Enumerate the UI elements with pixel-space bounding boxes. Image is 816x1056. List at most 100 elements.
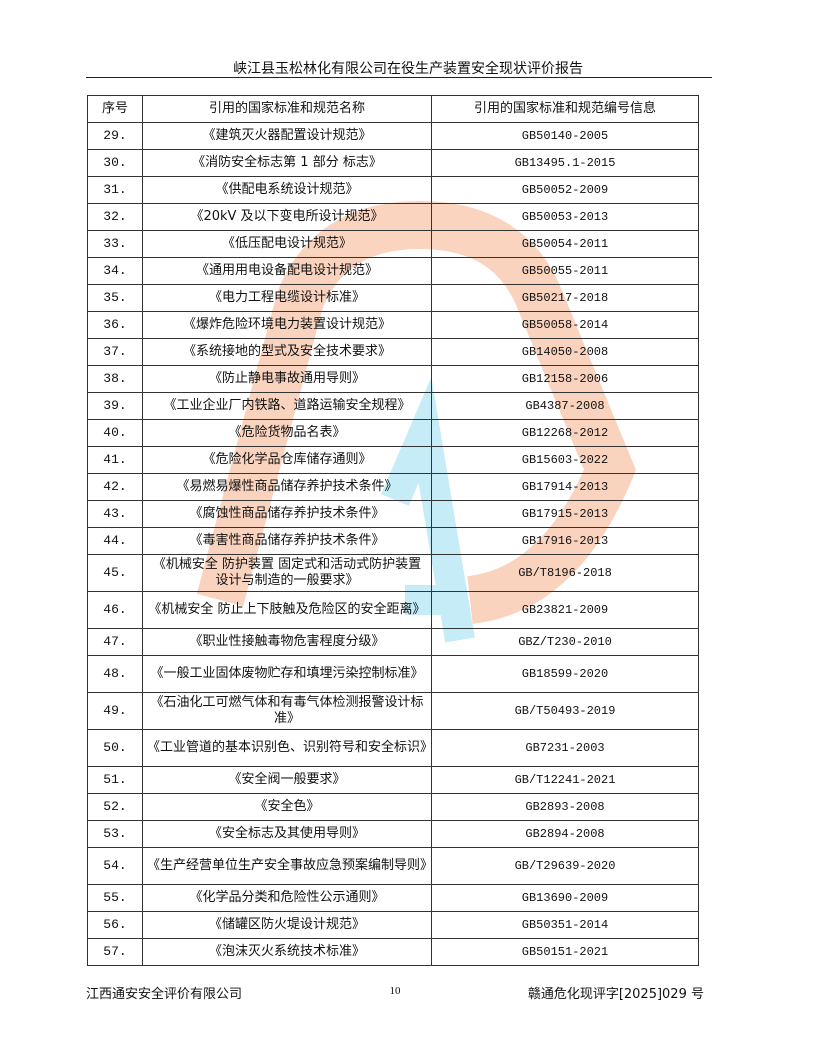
standard-code: GB50055-2011 xyxy=(431,257,699,285)
row-number: 51. xyxy=(87,766,143,794)
standard-name: 《工业管道的基本识别色、识别符号和安全标识》 xyxy=(142,729,433,767)
table-row: 52. 《安全色》 GB2893-2008 xyxy=(87,793,699,821)
table-row: 33. 《低压配电设计规范》 GB50054-2011 xyxy=(87,230,699,258)
standard-name: 《爆炸危险环境电力装置设计规范》 xyxy=(142,311,432,339)
table-row: 48. 《一般工业固体废物贮存和填埋污染控制标准》 GB18599-2020 xyxy=(87,655,699,693)
row-number: 35. xyxy=(87,284,143,312)
row-number: 49. xyxy=(87,692,143,730)
standard-name: 《机械安全 防护装置 固定式和活动式防护装置设计与制造的一般要求》 xyxy=(142,554,432,592)
row-number: 29. xyxy=(87,122,143,150)
standard-code: GB50151-2021 xyxy=(431,938,699,966)
standard-name: 《储罐区防火堤设计规范》 xyxy=(142,911,432,939)
standard-name: 《系统接地的型式及安全技术要求》 xyxy=(142,338,432,366)
standard-name: 《电力工程电缆设计标准》 xyxy=(142,284,432,312)
standard-name: 《生产经营单位生产安全事故应急预案编制导则》 xyxy=(142,847,433,885)
footer-company: 江西通安安全评价有限公司 xyxy=(86,987,243,1002)
row-number: 31. xyxy=(87,176,143,204)
standard-name: 《机械安全 防止上下肢触及危险区的安全距离》 xyxy=(142,591,432,629)
row-number: 53. xyxy=(87,820,143,848)
table-row: 39. 《工业企业厂内铁路、道路运输安全规程》 GB4387-2008 xyxy=(87,392,699,420)
standard-name: 《危险货物品名表》 xyxy=(142,419,432,447)
standard-name: 《腐蚀性商品储存养护技术条件》 xyxy=(142,500,432,528)
row-number: 56. xyxy=(87,911,143,939)
standard-code: GB2893-2008 xyxy=(431,793,699,821)
row-number: 44. xyxy=(87,527,143,555)
row-number: 57. xyxy=(87,938,143,966)
standard-code: GB15603-2022 xyxy=(431,446,699,474)
standard-name: 《通用用电设备配电设计规范》 xyxy=(142,257,432,285)
table-row: 29. 《建筑灭火器配置设计规范》 GB50140-2005 xyxy=(87,122,699,150)
standard-name: 《石油化工可燃气体和有毒气体检测报警设计标准》 xyxy=(142,692,432,730)
row-number: 34. xyxy=(87,257,143,285)
standard-code: GB13690-2009 xyxy=(431,884,699,912)
row-number: 43. xyxy=(87,500,143,528)
standard-code: GB50217-2018 xyxy=(431,284,699,312)
row-number: 47. xyxy=(87,628,143,656)
standard-name: 《泡沫灭火系统技术标准》 xyxy=(142,938,432,966)
table-row: 49. 《石油化工可燃气体和有毒气体检测报警设计标准》 GB/T50493-2019 xyxy=(87,692,699,730)
row-number: 48. xyxy=(87,655,143,693)
row-number: 39. xyxy=(87,392,143,420)
table-row: 46. 《机械安全 防止上下肢触及危险区的安全距离》 GB23821-2009 xyxy=(87,591,699,629)
row-number: 55. xyxy=(87,884,143,912)
table-row: 37. 《系统接地的型式及安全技术要求》 GB14050-2008 xyxy=(87,338,699,366)
column-header-number: 序号 xyxy=(87,95,143,123)
standard-name: 《工业企业厂内铁路、道路运输安全规程》 xyxy=(142,392,432,420)
standard-code: GB12158-2006 xyxy=(431,365,699,393)
table-row: 55. 《化学品分类和危险性公示通则》 GB13690-2009 xyxy=(87,884,699,912)
row-number: 50. xyxy=(87,729,143,767)
standard-name: 《危险化学品仓库储存通则》 xyxy=(142,446,432,474)
standard-name: 《安全阀一般要求》 xyxy=(142,766,432,794)
standard-code: GB50058-2014 xyxy=(431,311,699,339)
standard-code: GB4387-2008 xyxy=(431,392,699,420)
standard-code: GB50054-2011 xyxy=(431,230,699,258)
table-row: 32. 《20kV 及以下变电所设计规范》 GB50053-2013 xyxy=(87,203,699,231)
table-row: 36. 《爆炸危险环境电力装置设计规范》 GB50058-2014 xyxy=(87,311,699,339)
row-number: 46. xyxy=(87,591,143,629)
standard-name: 《建筑灭火器配置设计规范》 xyxy=(142,122,432,150)
standard-name: 《消防安全标志第 1 部分 标志》 xyxy=(142,149,432,177)
table-row: 57. 《泡沫灭火系统技术标准》 GB50151-2021 xyxy=(87,938,699,966)
footer-document-number: 赣通危化现评字[2025]029 号 xyxy=(527,987,704,1002)
standard-name: 《毒害性商品储存养护技术条件》 xyxy=(142,527,432,555)
standard-code: GB13495.1-2015 xyxy=(431,149,699,177)
row-number: 33. xyxy=(87,230,143,258)
standard-name: 《一般工业固体废物贮存和填埋污染控制标准》 xyxy=(142,655,432,693)
row-number: 37. xyxy=(87,338,143,366)
standard-code: GB/T8196-2018 xyxy=(431,554,699,592)
row-number: 30. xyxy=(87,149,143,177)
column-header-code: 引用的国家标准和规范编号信息 xyxy=(431,95,699,123)
table-row: 41. 《危险化学品仓库储存通则》 GB15603-2022 xyxy=(87,446,699,474)
table-row: 42. 《易燃易爆性商品储存养护技术条件》 GB17914-2013 xyxy=(87,473,699,501)
row-number: 45. xyxy=(87,554,143,592)
row-number: 38. xyxy=(87,365,143,393)
standard-name: 《低压配电设计规范》 xyxy=(142,230,432,258)
standard-code: GB/T12241-2021 xyxy=(431,766,699,794)
table-row: 44. 《毒害性商品储存养护技术条件》 GB17916-2013 xyxy=(87,527,699,555)
standard-code: GB17915-2013 xyxy=(431,500,699,528)
standards-table: 序号 引用的国家标准和规范名称 引用的国家标准和规范编号信息 29. 《建筑灭火器… xyxy=(87,95,699,966)
header-divider xyxy=(86,77,712,78)
standard-name: 《20kV 及以下变电所设计规范》 xyxy=(142,203,432,231)
table-row: 40. 《危险货物品名表》 GB12268-2012 xyxy=(87,419,699,447)
standard-name: 《安全标志及其使用导则》 xyxy=(142,820,432,848)
standard-name: 《易燃易爆性商品储存养护技术条件》 xyxy=(142,473,432,501)
table-row: 51. 《安全阀一般要求》 GB/T12241-2021 xyxy=(87,766,699,794)
standard-code: GB50052-2009 xyxy=(431,176,699,204)
page-header-title: 峡江县玉松林化有限公司在役生产装置安全现状评价报告 xyxy=(233,61,583,77)
standard-code: GBZ/T230-2010 xyxy=(431,628,699,656)
standard-code: GB50140-2005 xyxy=(431,122,699,150)
standard-code: GB/T29639-2020 xyxy=(431,847,699,885)
table-row: 43. 《腐蚀性商品储存养护技术条件》 GB17915-2013 xyxy=(87,500,699,528)
standard-name: 《安全色》 xyxy=(142,793,432,821)
table-row: 31. 《供配电系统设计规范》 GB50052-2009 xyxy=(87,176,699,204)
row-number: 41. xyxy=(87,446,143,474)
standard-code: GB14050-2008 xyxy=(431,338,699,366)
standard-code: GB17916-2013 xyxy=(431,527,699,555)
standard-code: GB18599-2020 xyxy=(431,655,699,693)
standard-code: GB23821-2009 xyxy=(431,591,699,629)
table-row: 50. 《工业管道的基本识别色、识别符号和安全标识》 GB7231-2003 xyxy=(87,729,699,767)
table-header-row: 序号 引用的国家标准和规范名称 引用的国家标准和规范编号信息 xyxy=(87,95,699,123)
standard-code: GB2894-2008 xyxy=(431,820,699,848)
row-number: 42. xyxy=(87,473,143,501)
